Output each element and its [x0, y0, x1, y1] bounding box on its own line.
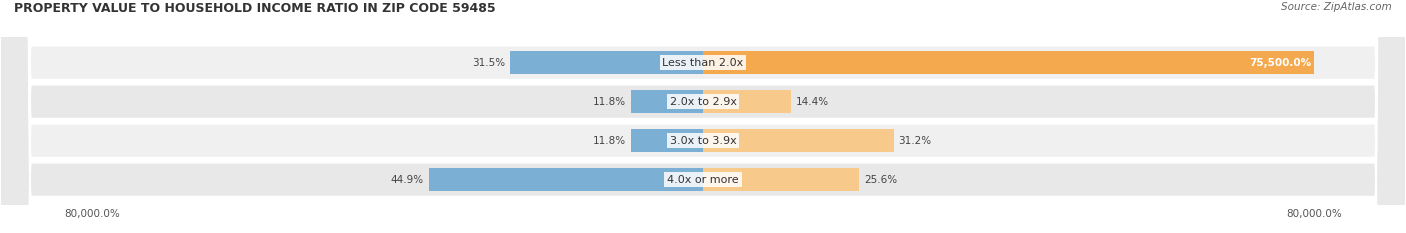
Text: 25.6%: 25.6%: [865, 175, 897, 185]
Bar: [510, 51, 703, 74]
Bar: [631, 90, 703, 113]
Text: Source: ZipAtlas.com: Source: ZipAtlas.com: [1281, 2, 1392, 12]
Text: 75,500.0%: 75,500.0%: [1249, 58, 1312, 68]
Text: PROPERTY VALUE TO HOUSEHOLD INCOME RATIO IN ZIP CODE 59485: PROPERTY VALUE TO HOUSEHOLD INCOME RATIO…: [14, 2, 496, 15]
Bar: [703, 129, 894, 152]
Text: 11.8%: 11.8%: [593, 136, 626, 146]
Text: 31.5%: 31.5%: [472, 58, 506, 68]
Text: 31.2%: 31.2%: [898, 136, 932, 146]
Bar: [631, 129, 703, 152]
Bar: [703, 51, 1315, 74]
Bar: [703, 168, 859, 191]
Text: 44.9%: 44.9%: [391, 175, 423, 185]
Text: Less than 2.0x: Less than 2.0x: [662, 58, 744, 68]
Bar: [703, 90, 792, 113]
Text: 11.8%: 11.8%: [593, 97, 626, 107]
Text: 2.0x to 2.9x: 2.0x to 2.9x: [669, 97, 737, 107]
Text: 3.0x to 3.9x: 3.0x to 3.9x: [669, 136, 737, 146]
Bar: [429, 168, 703, 191]
Text: 4.0x or more: 4.0x or more: [668, 175, 738, 185]
Text: 14.4%: 14.4%: [796, 97, 830, 107]
